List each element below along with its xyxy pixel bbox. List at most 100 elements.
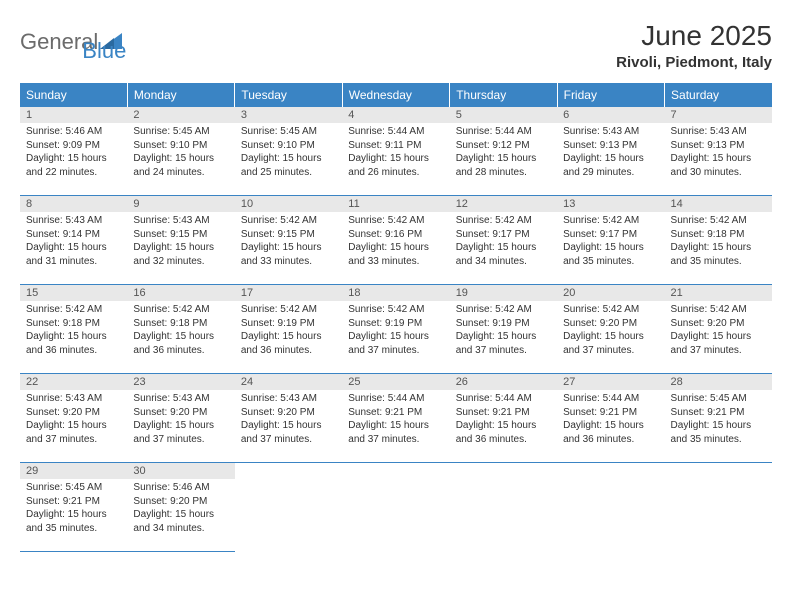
day-content: Sunrise: 5:43 AMSunset: 9:13 PMDaylight:… <box>557 123 664 183</box>
daylight-text: Daylight: 15 hours and 36 minutes. <box>241 330 336 357</box>
day-number: 1 <box>20 107 127 123</box>
sunset-text: Sunset: 9:18 PM <box>133 317 228 331</box>
day-number: 14 <box>665 196 772 212</box>
day-content: Sunrise: 5:46 AMSunset: 9:09 PMDaylight:… <box>20 123 127 183</box>
sunset-text: Sunset: 9:21 PM <box>26 495 121 509</box>
day-cell <box>342 463 449 552</box>
daylight-text: Daylight: 15 hours and 36 minutes. <box>133 330 228 357</box>
day-number: 28 <box>665 374 772 390</box>
day-cell: 23Sunrise: 5:43 AMSunset: 9:20 PMDayligh… <box>127 374 234 463</box>
daylight-text: Daylight: 15 hours and 37 minutes. <box>26 419 121 446</box>
month-title: June 2025 <box>616 20 772 52</box>
day-cell: 20Sunrise: 5:42 AMSunset: 9:20 PMDayligh… <box>557 285 664 374</box>
sunrise-text: Sunrise: 5:42 AM <box>671 214 766 228</box>
day-content: Sunrise: 5:42 AMSunset: 9:18 PMDaylight:… <box>20 301 127 361</box>
daylight-text: Daylight: 15 hours and 37 minutes. <box>133 419 228 446</box>
sunrise-text: Sunrise: 5:42 AM <box>348 214 443 228</box>
day-cell: 2Sunrise: 5:45 AMSunset: 9:10 PMDaylight… <box>127 107 234 196</box>
day-cell: 10Sunrise: 5:42 AMSunset: 9:15 PMDayligh… <box>235 196 342 285</box>
day-cell <box>665 463 772 552</box>
day-content: Sunrise: 5:42 AMSunset: 9:20 PMDaylight:… <box>557 301 664 361</box>
day-number: 11 <box>342 196 449 212</box>
sunrise-text: Sunrise: 5:42 AM <box>456 214 551 228</box>
sunset-text: Sunset: 9:19 PM <box>456 317 551 331</box>
logo-text-blue: Blue <box>82 38 126 64</box>
day-number: 15 <box>20 285 127 301</box>
sunset-text: Sunset: 9:16 PM <box>348 228 443 242</box>
day-cell: 22 Sunrise: 5:43 AMSunset: 9:20 PMDayligh… <box>20 374 127 463</box>
sunrise-text: Sunrise: 5:45 AM <box>133 125 228 139</box>
day-cell <box>557 463 664 552</box>
day-number: 6 <box>557 107 664 123</box>
daylight-text: Daylight: 15 hours and 35 minutes. <box>671 419 766 446</box>
day-number: 10 <box>235 196 342 212</box>
sunrise-text: Sunrise: 5:43 AM <box>563 125 658 139</box>
sunrise-text: Sunrise: 5:42 AM <box>563 303 658 317</box>
day-content: Sunrise: 5:45 AMSunset: 9:10 PMDaylight:… <box>127 123 234 183</box>
sunset-text: Sunset: 9:20 PM <box>26 406 121 420</box>
day-content: Sunrise: 5:42 AMSunset: 9:18 PMDaylight:… <box>665 212 772 272</box>
sunset-text: Sunset: 9:15 PM <box>241 228 336 242</box>
day-header: Wednesday <box>342 83 449 107</box>
sunrise-text: Sunrise: 5:43 AM <box>26 392 121 406</box>
day-cell: 19Sunrise: 5:42 AMSunset: 9:19 PMDayligh… <box>450 285 557 374</box>
day-cell: 15Sunrise: 5:42 AMSunset: 9:18 PMDayligh… <box>20 285 127 374</box>
sunrise-text: Sunrise: 5:45 AM <box>241 125 336 139</box>
day-header: Friday <box>557 83 664 107</box>
sunset-text: Sunset: 9:15 PM <box>133 228 228 242</box>
sunrise-text: Sunrise: 5:45 AM <box>671 392 766 406</box>
day-cell: 29Sunrise: 5:45 AMSunset: 9:21 PMDayligh… <box>20 463 127 552</box>
sunrise-text: Sunrise: 5:44 AM <box>348 392 443 406</box>
daylight-text: Daylight: 15 hours and 30 minutes. <box>671 152 766 179</box>
day-number: 9 <box>127 196 234 212</box>
day-content: Sunrise: 5:42 AMSunset: 9:19 PMDaylight:… <box>235 301 342 361</box>
sunrise-text: Sunrise: 5:42 AM <box>133 303 228 317</box>
day-cell: 11 Sunrise: 5:42 AMSunset: 9:16 PMDayligh… <box>342 196 449 285</box>
day-content: Sunrise: 5:42 AMSunset: 9:19 PMDaylight:… <box>342 301 449 361</box>
day-cell: 12Sunrise: 5:42 AMSunset: 9:17 PMDayligh… <box>450 196 557 285</box>
day-cell: 26Sunrise: 5:44 AMSunset: 9:21 PMDayligh… <box>450 374 557 463</box>
location-label: Rivoli, Piedmont, Italy <box>616 54 772 71</box>
sunrise-text: Sunrise: 5:44 AM <box>456 125 551 139</box>
week-row: 29Sunrise: 5:45 AMSunset: 9:21 PMDayligh… <box>20 463 772 552</box>
week-row: 15Sunrise: 5:42 AMSunset: 9:18 PMDayligh… <box>20 285 772 374</box>
day-content: Sunrise: 5:43 AMSunset: 9:20 PMDaylight:… <box>235 390 342 450</box>
day-number: 3 <box>235 107 342 123</box>
day-number: 19 <box>450 285 557 301</box>
day-cell: 21Sunrise: 5:42 AMSunset: 9:20 PMDayligh… <box>665 285 772 374</box>
day-header: Monday <box>127 83 234 107</box>
day-content: Sunrise: 5:42 AMSunset: 9:17 PMDaylight:… <box>450 212 557 272</box>
daylight-text: Daylight: 15 hours and 25 minutes. <box>241 152 336 179</box>
day-number: 22 <box>20 374 127 390</box>
day-cell: 16Sunrise: 5:42 AMSunset: 9:18 PMDayligh… <box>127 285 234 374</box>
sunrise-text: Sunrise: 5:42 AM <box>563 214 658 228</box>
day-number: 23 <box>127 374 234 390</box>
day-number: 30 <box>127 463 234 479</box>
sunset-text: Sunset: 9:21 PM <box>671 406 766 420</box>
sunset-text: Sunset: 9:20 PM <box>241 406 336 420</box>
daylight-text: Daylight: 15 hours and 37 minutes. <box>348 419 443 446</box>
sunrise-text: Sunrise: 5:42 AM <box>241 214 336 228</box>
sunset-text: Sunset: 9:11 PM <box>348 139 443 153</box>
day-content: Sunrise: 5:42 AMSunset: 9:17 PMDaylight:… <box>557 212 664 272</box>
daylight-text: Daylight: 15 hours and 37 minutes. <box>241 419 336 446</box>
sunset-text: Sunset: 9:21 PM <box>563 406 658 420</box>
day-cell: 13Sunrise: 5:42 AMSunset: 9:17 PMDayligh… <box>557 196 664 285</box>
daylight-text: Daylight: 15 hours and 33 minutes. <box>348 241 443 268</box>
day-number: 7 <box>665 107 772 123</box>
day-cell: 6Sunrise: 5:43 AMSunset: 9:13 PMDaylight… <box>557 107 664 196</box>
day-content: Sunrise: 5:42 AMSunset: 9:20 PMDaylight:… <box>665 301 772 361</box>
daylight-text: Daylight: 15 hours and 37 minutes. <box>671 330 766 357</box>
day-cell <box>450 463 557 552</box>
day-content: Sunrise: 5:45 AMSunset: 9:21 PMDaylight:… <box>20 479 127 539</box>
sunrise-text: Sunrise: 5:45 AM <box>26 481 121 495</box>
daylight-text: Daylight: 15 hours and 36 minutes. <box>26 330 121 357</box>
sunrise-text: Sunrise: 5:43 AM <box>133 392 228 406</box>
daylight-text: Daylight: 15 hours and 24 minutes. <box>133 152 228 179</box>
day-cell: 17Sunrise: 5:42 AMSunset: 9:19 PMDayligh… <box>235 285 342 374</box>
daylight-text: Daylight: 15 hours and 34 minutes. <box>456 241 551 268</box>
week-row: 1Sunrise: 5:46 AMSunset: 9:09 PMDaylight… <box>20 107 772 196</box>
day-cell: 24Sunrise: 5:43 AMSunset: 9:20 PMDayligh… <box>235 374 342 463</box>
day-content: Sunrise: 5:44 AMSunset: 9:12 PMDaylight:… <box>450 123 557 183</box>
sunset-text: Sunset: 9:14 PM <box>26 228 121 242</box>
